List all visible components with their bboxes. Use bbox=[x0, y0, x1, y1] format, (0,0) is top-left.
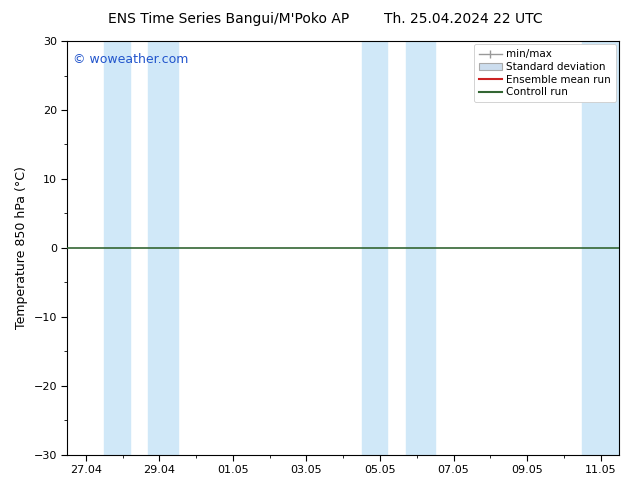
Bar bbox=[104, 41, 130, 455]
Bar bbox=[361, 41, 387, 455]
Text: ENS Time Series Bangui/M'Poko AP: ENS Time Series Bangui/M'Poko AP bbox=[108, 12, 349, 26]
Legend: min/max, Standard deviation, Ensemble mean run, Controll run: min/max, Standard deviation, Ensemble me… bbox=[474, 44, 616, 102]
Bar bbox=[582, 41, 619, 455]
Text: Th. 25.04.2024 22 UTC: Th. 25.04.2024 22 UTC bbox=[384, 12, 542, 26]
Bar bbox=[406, 41, 435, 455]
Bar bbox=[148, 41, 178, 455]
Y-axis label: Temperature 850 hPa (°C): Temperature 850 hPa (°C) bbox=[15, 167, 28, 329]
Text: © woweather.com: © woweather.com bbox=[73, 53, 188, 67]
